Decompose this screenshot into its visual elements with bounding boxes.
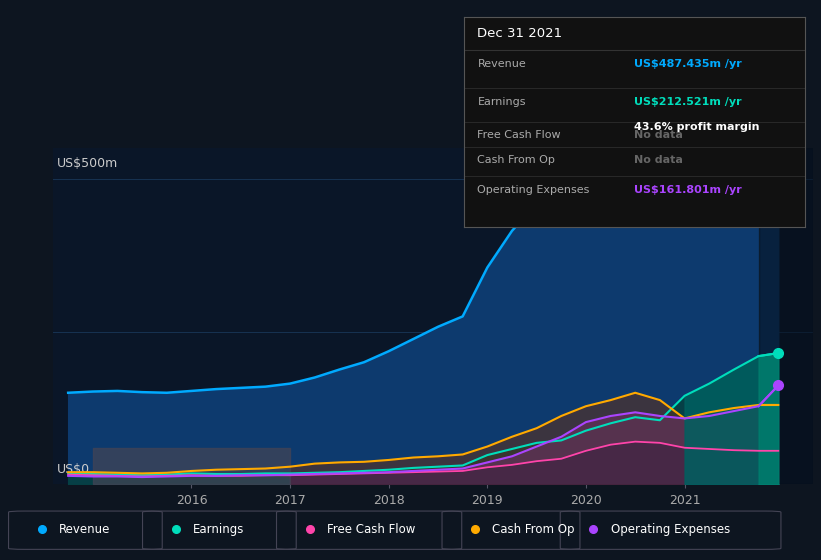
Text: No data: No data: [635, 156, 683, 165]
Text: Operating Expenses: Operating Expenses: [478, 185, 589, 195]
Text: Dec 31 2021: Dec 31 2021: [478, 27, 562, 40]
Text: US$500m: US$500m: [57, 157, 118, 170]
Text: Revenue: Revenue: [59, 522, 110, 536]
Text: US$212.521m /yr: US$212.521m /yr: [635, 97, 742, 106]
Text: Free Cash Flow: Free Cash Flow: [478, 130, 561, 140]
Text: No data: No data: [635, 130, 683, 140]
Text: US$487.435m /yr: US$487.435m /yr: [635, 59, 742, 69]
Text: Free Cash Flow: Free Cash Flow: [327, 522, 415, 536]
Bar: [759, 148, 813, 484]
Text: Revenue: Revenue: [478, 59, 526, 69]
Text: 43.6% profit margin: 43.6% profit margin: [635, 122, 759, 132]
Text: Cash From Op: Cash From Op: [493, 522, 575, 536]
Text: Operating Expenses: Operating Expenses: [611, 522, 730, 536]
Text: US$0: US$0: [57, 463, 90, 476]
Text: Earnings: Earnings: [478, 97, 526, 106]
Text: Earnings: Earnings: [193, 522, 245, 536]
Text: US$161.801m /yr: US$161.801m /yr: [635, 185, 742, 195]
Text: Cash From Op: Cash From Op: [478, 156, 555, 165]
